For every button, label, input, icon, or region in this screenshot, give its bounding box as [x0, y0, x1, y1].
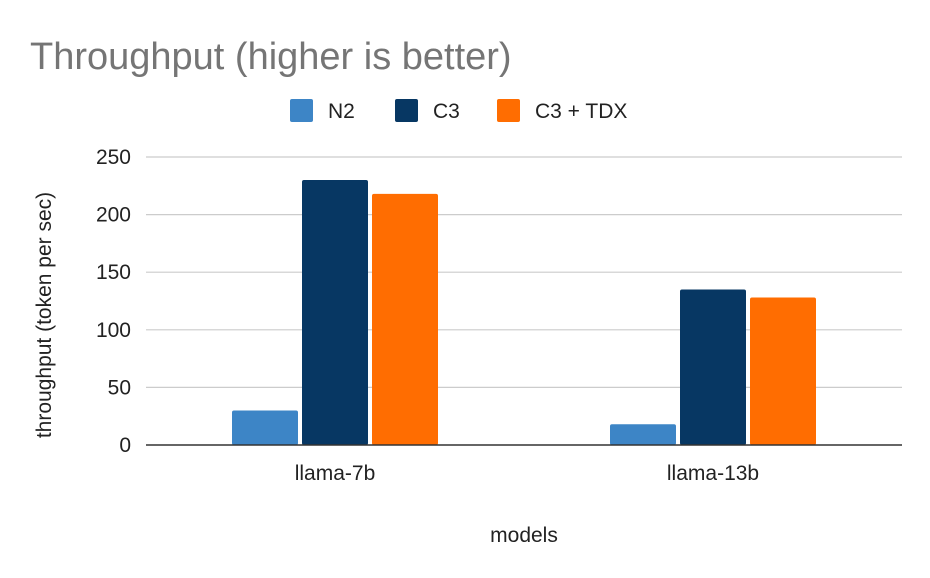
y-tick-label: 200 [96, 204, 131, 227]
x-tick-label: llama-13b [667, 462, 759, 485]
bar-n2-llama-13b [610, 424, 676, 445]
bars [232, 180, 816, 446]
legend-label: N2 [328, 100, 355, 123]
y-axis-ticks: 0 50 100 150 200 250 [96, 146, 131, 457]
chart-title: Throughput (higher is better) [30, 36, 512, 78]
y-tick-label: 150 [96, 261, 131, 284]
bar-c3-tdx-llama-7b [372, 193, 438, 445]
y-tick-label: 50 [108, 376, 131, 399]
legend: N2 C3 C3 + TDX [290, 99, 627, 123]
bar-c3-tdx-llama-13b [750, 297, 816, 445]
legend-label: C3 + TDX [535, 100, 627, 123]
bar-c3-llama-13b [680, 289, 746, 445]
y-tick-label: 0 [119, 434, 131, 457]
y-axis-title: throughput (token per sec) [33, 192, 56, 438]
x-axis-ticks: llama-7b llama-13b [295, 462, 759, 485]
legend-swatch [290, 99, 313, 122]
x-tick-label: llama-7b [295, 462, 376, 485]
legend-swatch [497, 99, 520, 122]
bar-c3-llama-7b [302, 180, 368, 446]
legend-label: C3 [433, 100, 460, 123]
legend-swatch [395, 99, 418, 122]
x-axis-title: models [490, 524, 558, 547]
bar-n2-llama-7b [232, 410, 298, 445]
y-tick-label: 100 [96, 319, 131, 342]
y-tick-label: 250 [96, 146, 131, 169]
